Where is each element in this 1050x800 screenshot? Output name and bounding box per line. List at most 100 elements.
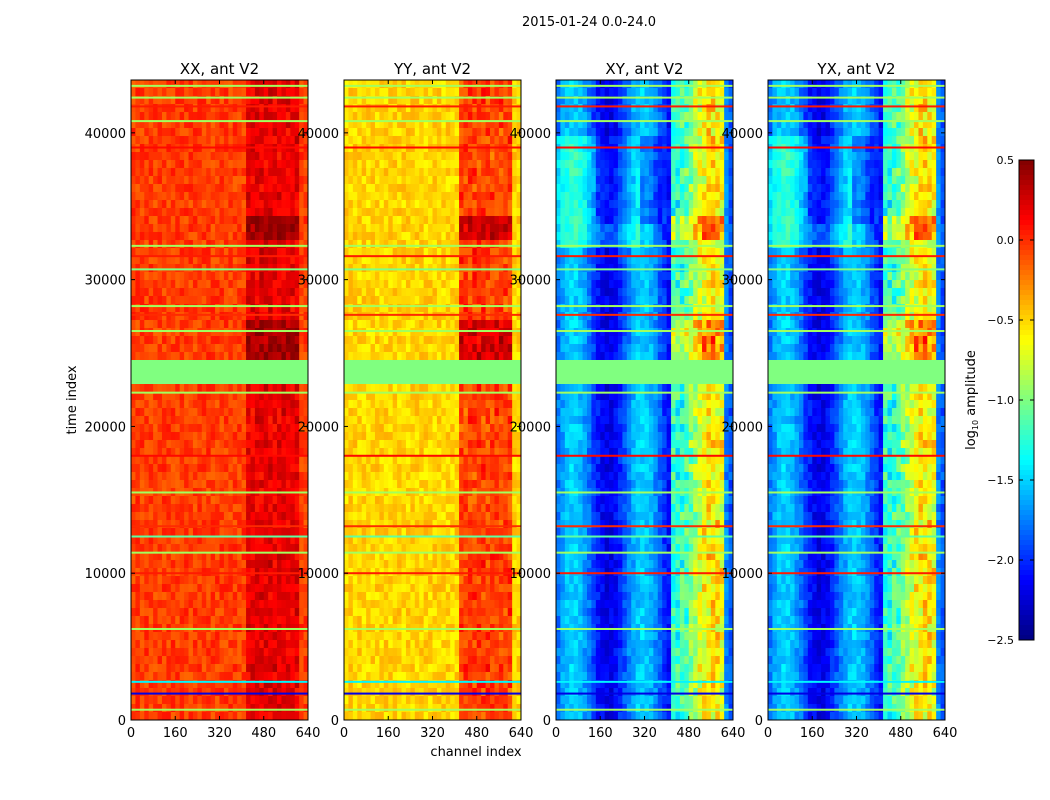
heatmap-cell — [219, 176, 225, 185]
heatmap-cell — [414, 352, 420, 361]
heatmap-cell — [161, 480, 167, 489]
heatmap-cell — [241, 320, 247, 329]
heatmap-cell — [232, 504, 238, 513]
heatmap-cell — [459, 400, 464, 409]
heatmap-cell — [428, 376, 433, 385]
heatmap-cell — [184, 176, 189, 185]
heatmap-cell — [170, 184, 176, 193]
heatmap-cell — [215, 512, 220, 521]
heatmap-cell — [263, 136, 269, 145]
heatmap-cell — [139, 520, 145, 529]
heatmap-cell — [170, 712, 176, 721]
heatmap-cell — [144, 176, 150, 185]
heatmap-cell — [131, 216, 136, 225]
heatmap-cell — [419, 104, 425, 113]
heatmap-cell — [281, 424, 287, 433]
heatmap-cell — [184, 344, 189, 353]
heatmap-cell — [170, 352, 176, 361]
heatmap-cell — [379, 240, 385, 249]
heatmap-cell — [419, 272, 425, 281]
heatmap-cell — [423, 424, 429, 433]
heatmap-cell — [344, 96, 349, 105]
heatmap-cell — [206, 448, 212, 457]
heatmap-cell — [370, 152, 376, 161]
heatmap-cell — [277, 328, 282, 337]
heatmap-cell — [392, 280, 398, 289]
heatmap-cell — [401, 160, 407, 169]
heatmap-cell — [450, 216, 456, 225]
heatmap-cell — [392, 272, 398, 281]
heatmap-cell — [388, 160, 394, 169]
heatmap-cell — [290, 272, 296, 281]
heatmap-cell — [467, 384, 473, 393]
heatmap-cell — [503, 288, 509, 297]
heatmap-cell — [206, 240, 212, 249]
heatmap-cell — [206, 456, 212, 465]
heatmap-cell — [414, 184, 420, 193]
heatmap-cell — [166, 472, 172, 481]
heatmap-cell — [370, 304, 376, 313]
heatmap-cell — [414, 368, 420, 377]
heatmap-cell — [290, 384, 296, 393]
heatmap-cell — [201, 512, 207, 521]
heatmap-cell — [388, 136, 394, 145]
heatmap-cell — [210, 632, 216, 641]
heatmap-cell — [370, 344, 376, 353]
heatmap-cell — [467, 112, 473, 121]
heatmap-cell — [206, 248, 212, 257]
heatmap-cell — [290, 320, 296, 329]
heatmap-cell — [441, 224, 447, 233]
flagged-time-line — [131, 572, 308, 575]
heatmap-cell — [436, 384, 442, 393]
heatmap-cell — [379, 296, 385, 305]
heatmap-cell — [436, 344, 442, 353]
heatmap-cell — [166, 496, 172, 505]
heatmap-cell — [303, 80, 309, 89]
heatmap-cell — [512, 136, 517, 145]
heatmap-cell — [188, 408, 194, 417]
heatmap-cell — [148, 568, 154, 577]
heatmap-cell — [463, 352, 469, 361]
heatmap-cell — [352, 264, 358, 273]
heatmap-cell — [166, 648, 172, 657]
heatmap-cell — [268, 280, 273, 289]
heatmap-cell — [299, 184, 304, 193]
heatmap-cell — [294, 264, 300, 273]
heatmap-cell — [512, 208, 517, 217]
heatmap-cell — [476, 88, 482, 97]
heatmap-cell — [476, 336, 482, 345]
heatmap-cell — [410, 280, 416, 289]
heatmap-cell — [131, 328, 136, 337]
heatmap-cell — [148, 216, 154, 225]
heatmap-cell — [179, 152, 185, 161]
heatmap-cell — [374, 184, 380, 193]
heatmap-cell — [383, 160, 389, 169]
heatmap-cell — [201, 704, 207, 713]
heatmap-cell — [192, 96, 198, 105]
heatmap-cell — [303, 520, 309, 529]
heatmap-cell — [148, 352, 154, 361]
heatmap-cell — [357, 176, 363, 185]
heatmap-cell — [246, 384, 251, 393]
heatmap-cell — [361, 376, 367, 385]
heatmap-cell — [285, 152, 291, 161]
heatmap-cell — [441, 200, 447, 209]
heatmap-cell — [463, 296, 469, 305]
heatmap-cell — [379, 128, 385, 137]
heatmap-cell — [277, 392, 282, 401]
heatmap-cell — [490, 264, 495, 273]
heatmap-cell — [223, 512, 229, 521]
heatmap-cell — [259, 680, 265, 689]
heatmap-cell — [344, 320, 349, 329]
heatmap-cell — [228, 368, 234, 377]
heatmap-cell — [166, 568, 172, 577]
heatmap-cell — [219, 352, 225, 361]
heatmap-cell — [223, 672, 229, 681]
heatmap-cell — [428, 272, 433, 281]
heatmap-cell — [179, 408, 185, 417]
heatmap-cell — [131, 88, 136, 97]
heatmap-cell — [290, 88, 296, 97]
heatmap-cell — [263, 472, 269, 481]
heatmap-cell — [397, 352, 402, 361]
heatmap-cell — [184, 256, 189, 265]
